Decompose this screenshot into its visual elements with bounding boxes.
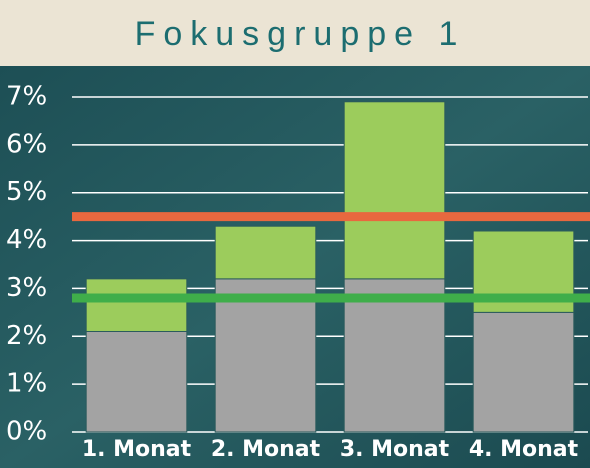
bar-segment — [86, 332, 187, 433]
y-tick-label: 1% — [6, 369, 47, 399]
y-tick-label: 0% — [6, 417, 47, 447]
x-tick-label: 3. Monat — [340, 437, 450, 462]
x-tick-label: 2. Monat — [211, 437, 321, 462]
y-tick-label: 2% — [6, 321, 47, 351]
y-tick-label: 3% — [6, 273, 47, 303]
bar-segment — [215, 226, 316, 279]
y-tick-label: 5% — [6, 177, 47, 207]
x-tick-label: 4. Monat — [469, 437, 579, 462]
y-tick-label: 6% — [6, 129, 47, 159]
chart-title: Fokusgruppe 1 — [135, 15, 466, 53]
y-tick-label: 4% — [6, 225, 47, 255]
chart: Fokusgruppe 1 0% 1% 2% 3% 4% 5% 6% 7% 1. Monat 2.… — [0, 0, 590, 468]
y-tick-label: 7% — [6, 82, 47, 112]
bar-segment — [473, 312, 574, 432]
x-tick-label: 1. Monat — [82, 437, 192, 462]
bar-segment — [344, 102, 445, 279]
bar-segment — [86, 279, 187, 332]
